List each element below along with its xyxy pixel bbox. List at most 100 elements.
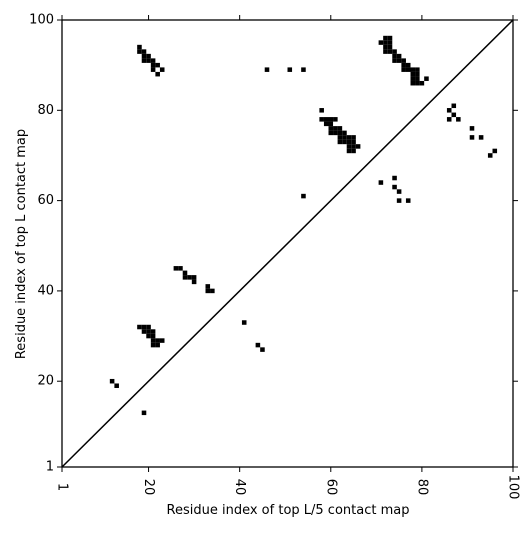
contact-point: [141, 53, 147, 59]
contact-point: [342, 135, 347, 140]
contact-point: [264, 67, 270, 72]
contact-point: [383, 49, 388, 54]
contact-point: [137, 49, 142, 54]
contact-point: [301, 193, 306, 199]
contact-point: [159, 67, 165, 72]
contact-point: [392, 175, 397, 181]
contact-point: [319, 117, 324, 122]
contact-point: [191, 275, 197, 280]
contact-point: [387, 44, 393, 50]
contact-point: [337, 126, 343, 131]
x-tick-label: 40: [232, 479, 247, 496]
contact-point: [346, 139, 352, 145]
y-tick-label: 80: [37, 103, 54, 118]
x-tick-label: 60: [323, 479, 338, 496]
contact-point: [337, 130, 343, 136]
contact-point: [187, 275, 192, 280]
contact-point: [392, 49, 397, 54]
contact-point: [378, 180, 384, 185]
contact-point: [410, 80, 416, 86]
contact-point: [351, 148, 356, 154]
contact-point: [387, 40, 393, 45]
contact-point: [150, 333, 156, 339]
contact-point: [205, 288, 211, 294]
contact-point: [351, 139, 356, 145]
contact-point: [141, 58, 147, 63]
contact-point: [141, 410, 147, 416]
contact-point: [114, 383, 119, 388]
contact-point: [323, 121, 329, 127]
contact-point: [451, 103, 457, 109]
contact-point: [401, 58, 406, 63]
contact-point: [150, 329, 156, 334]
contact-point: [137, 324, 142, 330]
contact-point: [260, 347, 265, 352]
contact-point: [328, 130, 334, 136]
contact-point: [337, 139, 343, 145]
y-tick-label: 60: [37, 193, 54, 208]
contact-point: [155, 338, 160, 343]
contact-point: [392, 53, 397, 59]
contact-point: [396, 189, 402, 194]
contact-point: [141, 329, 147, 334]
contact-point: [333, 126, 338, 131]
contact-point: [451, 112, 457, 118]
contact-point: [155, 62, 160, 68]
contact-point: [178, 266, 183, 271]
contact-point: [146, 58, 151, 63]
y-tick-label: 20: [37, 374, 54, 389]
contact-point: [355, 144, 361, 149]
contact-point: [405, 198, 411, 203]
contact-point: [396, 53, 402, 59]
contact-point: [419, 80, 425, 86]
contact-point: [405, 62, 411, 68]
contact-point: [492, 148, 498, 154]
contact-point: [351, 144, 356, 149]
contact-point: [415, 71, 420, 77]
contact-point: [182, 270, 188, 276]
plot-frame: [61, 19, 514, 468]
contact-point: [401, 62, 406, 68]
contact-point: [173, 266, 179, 271]
contact-point: [337, 135, 343, 140]
contact-point: [210, 288, 215, 294]
contact-point: [410, 67, 416, 72]
contact-point: [346, 148, 352, 154]
x-tick-label: 80: [414, 479, 429, 496]
x-tick-label: 100: [506, 475, 521, 500]
y-tick-label: 1: [46, 460, 54, 475]
contact-point: [333, 130, 338, 136]
contact-point: [424, 76, 429, 81]
contact-point: [109, 378, 115, 384]
contact-point: [392, 184, 397, 190]
contact-point: [182, 275, 188, 280]
contact-point: [191, 279, 197, 285]
contact-point: [141, 324, 147, 330]
contact-point: [287, 67, 293, 72]
contact-point: [415, 67, 420, 72]
contact-point: [383, 35, 388, 41]
contact-point: [415, 76, 420, 81]
x-tick-label: 20: [141, 479, 156, 496]
contact-point: [342, 139, 347, 145]
contact-point: [155, 71, 160, 77]
contact-point: [155, 342, 160, 348]
x-axis-label: Residue index of top L/5 contact map: [167, 503, 410, 518]
contact-point: [146, 333, 151, 339]
contact-point: [456, 117, 461, 122]
contact-point: [205, 284, 211, 289]
contact-point: [469, 126, 475, 131]
contact-point: [150, 67, 156, 72]
y-axis-label: Residue index of top L contact map: [14, 129, 29, 359]
contact-point: [351, 135, 356, 140]
contact-point: [383, 40, 388, 45]
contact-point: [487, 153, 493, 158]
contact-point: [346, 144, 352, 149]
contact-point: [387, 35, 393, 41]
contact-point: [146, 324, 151, 330]
contact-point: [301, 67, 306, 72]
contact-point: [333, 117, 338, 122]
contact-point: [415, 80, 420, 86]
